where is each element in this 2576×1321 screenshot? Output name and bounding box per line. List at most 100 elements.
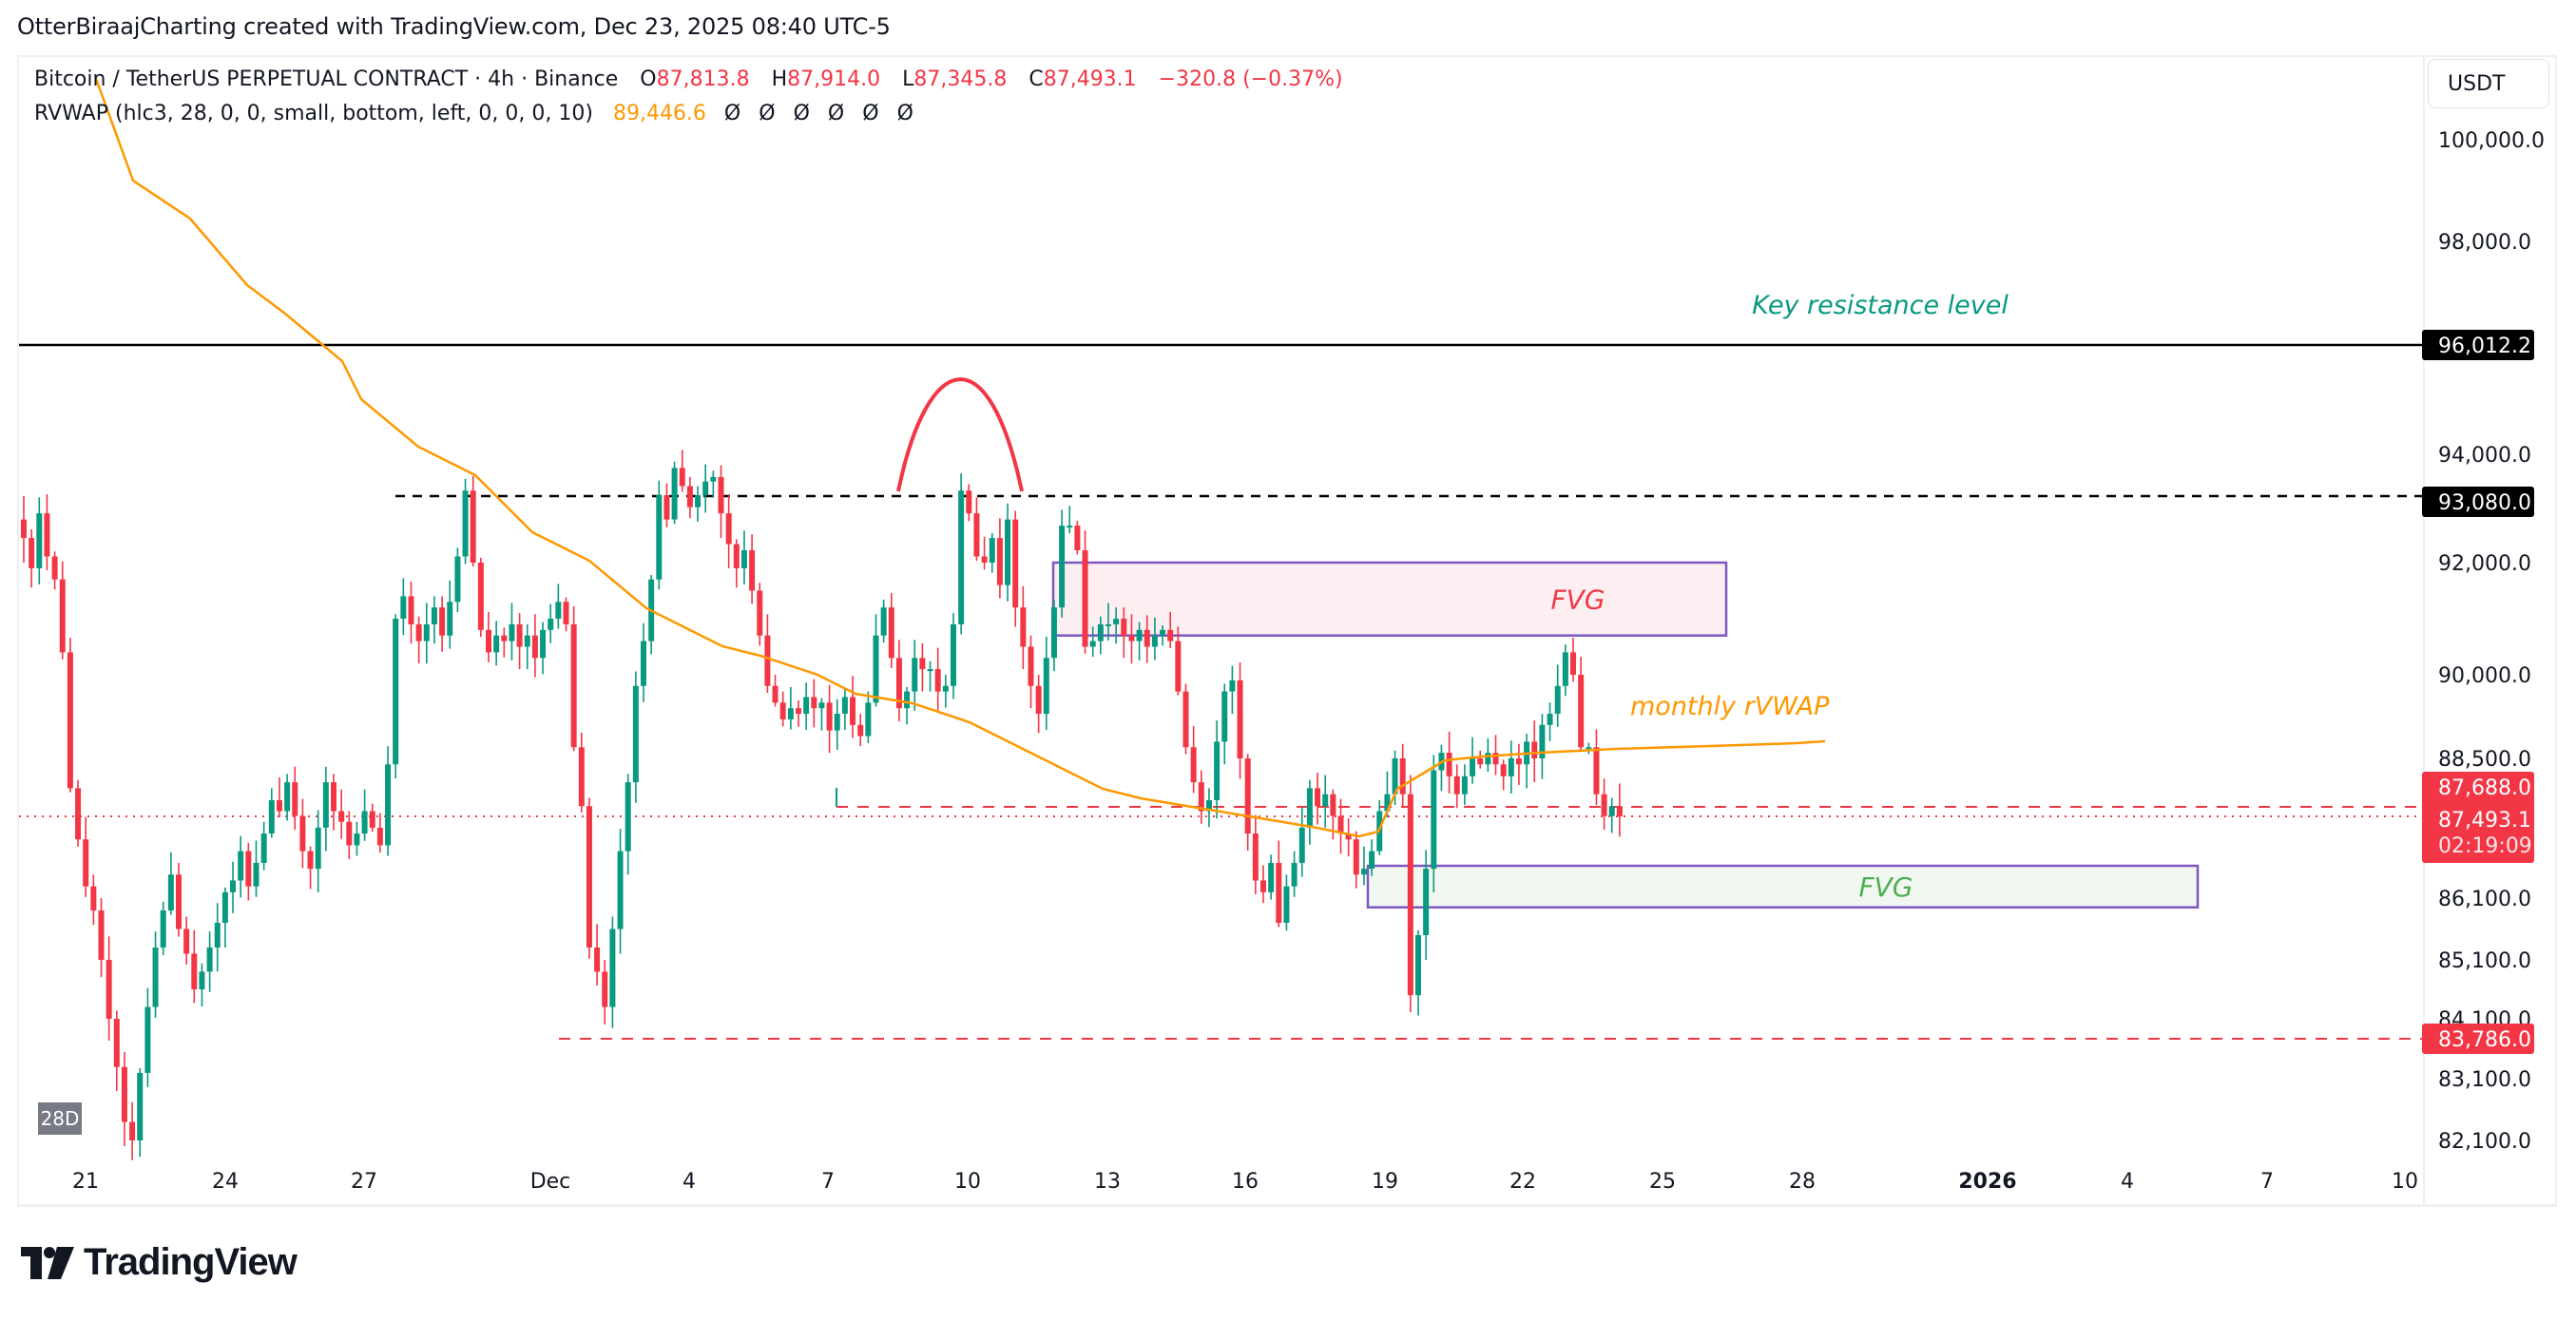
candle	[137, 1072, 144, 1140]
candle	[1291, 862, 1298, 887]
candle	[191, 953, 198, 989]
price-levels	[19, 343, 2422, 1040]
candle	[307, 851, 314, 870]
low-label: L	[902, 67, 914, 91]
candle	[1415, 935, 1421, 996]
candle	[1453, 775, 1460, 795]
fvg-upper-label: FVG	[1551, 584, 1605, 615]
candle	[1360, 869, 1367, 875]
candle	[493, 635, 500, 653]
candle	[1012, 519, 1019, 608]
last-price-text: 87,493.1	[2438, 809, 2531, 833]
candle	[865, 702, 872, 737]
fvg-upper-zone[interactable]	[1051, 561, 1728, 637]
candle	[811, 697, 817, 709]
candle	[1276, 862, 1282, 923]
candle	[1268, 862, 1275, 892]
candle	[1160, 629, 1166, 636]
time-tick: 7	[821, 1170, 835, 1194]
price-tick: 90,000.0	[2438, 664, 2531, 688]
candle	[1431, 770, 1437, 870]
rvwap-curve[interactable]	[93, 75, 1826, 838]
candle	[880, 607, 887, 636]
candle	[1229, 680, 1236, 692]
candle	[524, 635, 530, 647]
candle	[83, 839, 89, 887]
candle	[346, 821, 353, 846]
candle	[268, 799, 275, 834]
time-axis[interactable]: 21 24 27 Dec 4 7 10 13 16 19 22 25 28 2026 4 7 10	[19, 1170, 2557, 1206]
candle	[354, 833, 360, 846]
candle	[1492, 753, 1499, 765]
candle	[904, 691, 911, 709]
symbol-title[interactable]: Bitcoin / TetherUS PERPETUAL CONTRACT · …	[34, 67, 619, 91]
candle	[331, 782, 336, 812]
key-resistance-label: Key resistance level	[1752, 291, 2009, 320]
time-tick: 22	[1509, 1170, 1536, 1194]
candle	[919, 658, 926, 670]
candle	[857, 724, 864, 737]
open-value: 87,813.8	[656, 67, 750, 91]
candle	[431, 607, 437, 624]
candle	[779, 702, 786, 719]
candle	[1515, 758, 1522, 765]
candle	[1028, 646, 1034, 686]
candle	[1082, 550, 1088, 647]
candle	[1190, 747, 1197, 783]
candlesticks	[21, 450, 1623, 1160]
price-tick: 88,500.0	[2438, 748, 2531, 772]
candle	[996, 538, 1003, 585]
indicator-title[interactable]: RVWAP (hlc3, 28, 0, 0, small, bottom, le…	[34, 102, 593, 125]
candle	[1570, 652, 1576, 675]
candle	[942, 685, 949, 692]
price-axis[interactable]: 100,000.0 98,000.0 94,000.0 92,000.0 90,000.…	[2422, 57, 2545, 1205]
rvwap-line	[93, 75, 1826, 838]
candle	[888, 607, 894, 659]
price-tick: 82,100.0	[2438, 1130, 2531, 1154]
candle	[973, 513, 980, 557]
candle	[385, 764, 392, 846]
indicator-empty-value: Ø	[827, 102, 845, 125]
candle	[470, 490, 476, 563]
time-tick: 2026	[1958, 1170, 2016, 1194]
candle	[292, 782, 298, 816]
fvg-lower-label: FVG	[1859, 871, 1913, 903]
fvg-lower-zone[interactable]	[1366, 864, 2200, 909]
candle	[958, 490, 965, 624]
candle	[121, 1066, 127, 1122]
candle	[1586, 747, 1592, 750]
level-price-label-text: 87,688.0	[2438, 776, 2531, 800]
candle	[322, 782, 329, 828]
candle	[1593, 747, 1600, 795]
high-label: H	[771, 67, 788, 91]
tradingview-logo: TradingView	[21, 1241, 298, 1284]
candle	[1175, 641, 1182, 692]
level-price-label-text: 93,080.0	[2438, 491, 2531, 515]
candle	[1298, 827, 1305, 863]
candle	[1035, 685, 1042, 715]
open-label: O	[640, 67, 657, 91]
candle	[663, 495, 670, 520]
candle	[764, 635, 771, 686]
close-label: C	[1028, 67, 1044, 91]
candle	[486, 629, 491, 653]
resistance-price-label-text: 96,012.2	[2438, 335, 2531, 358]
range-badge[interactable]	[38, 1102, 82, 1135]
candle	[1399, 758, 1406, 795]
candle	[1283, 886, 1290, 923]
symbol-legend-row: Bitcoin / TetherUS PERPETUAL CONTRACT · …	[34, 63, 1343, 97]
candle	[338, 811, 345, 822]
candle	[540, 629, 547, 659]
candle	[152, 948, 159, 1007]
candle	[230, 880, 237, 892]
candle	[1105, 623, 1111, 626]
change-value: −320.8 (−0.37%)	[1158, 67, 1343, 91]
currency-button[interactable]: USDT	[2428, 59, 2549, 108]
candle	[609, 929, 616, 1007]
candle	[299, 815, 306, 852]
candle	[1059, 526, 1066, 608]
candle	[951, 623, 956, 686]
candle	[1601, 794, 1607, 816]
candle	[245, 851, 252, 887]
